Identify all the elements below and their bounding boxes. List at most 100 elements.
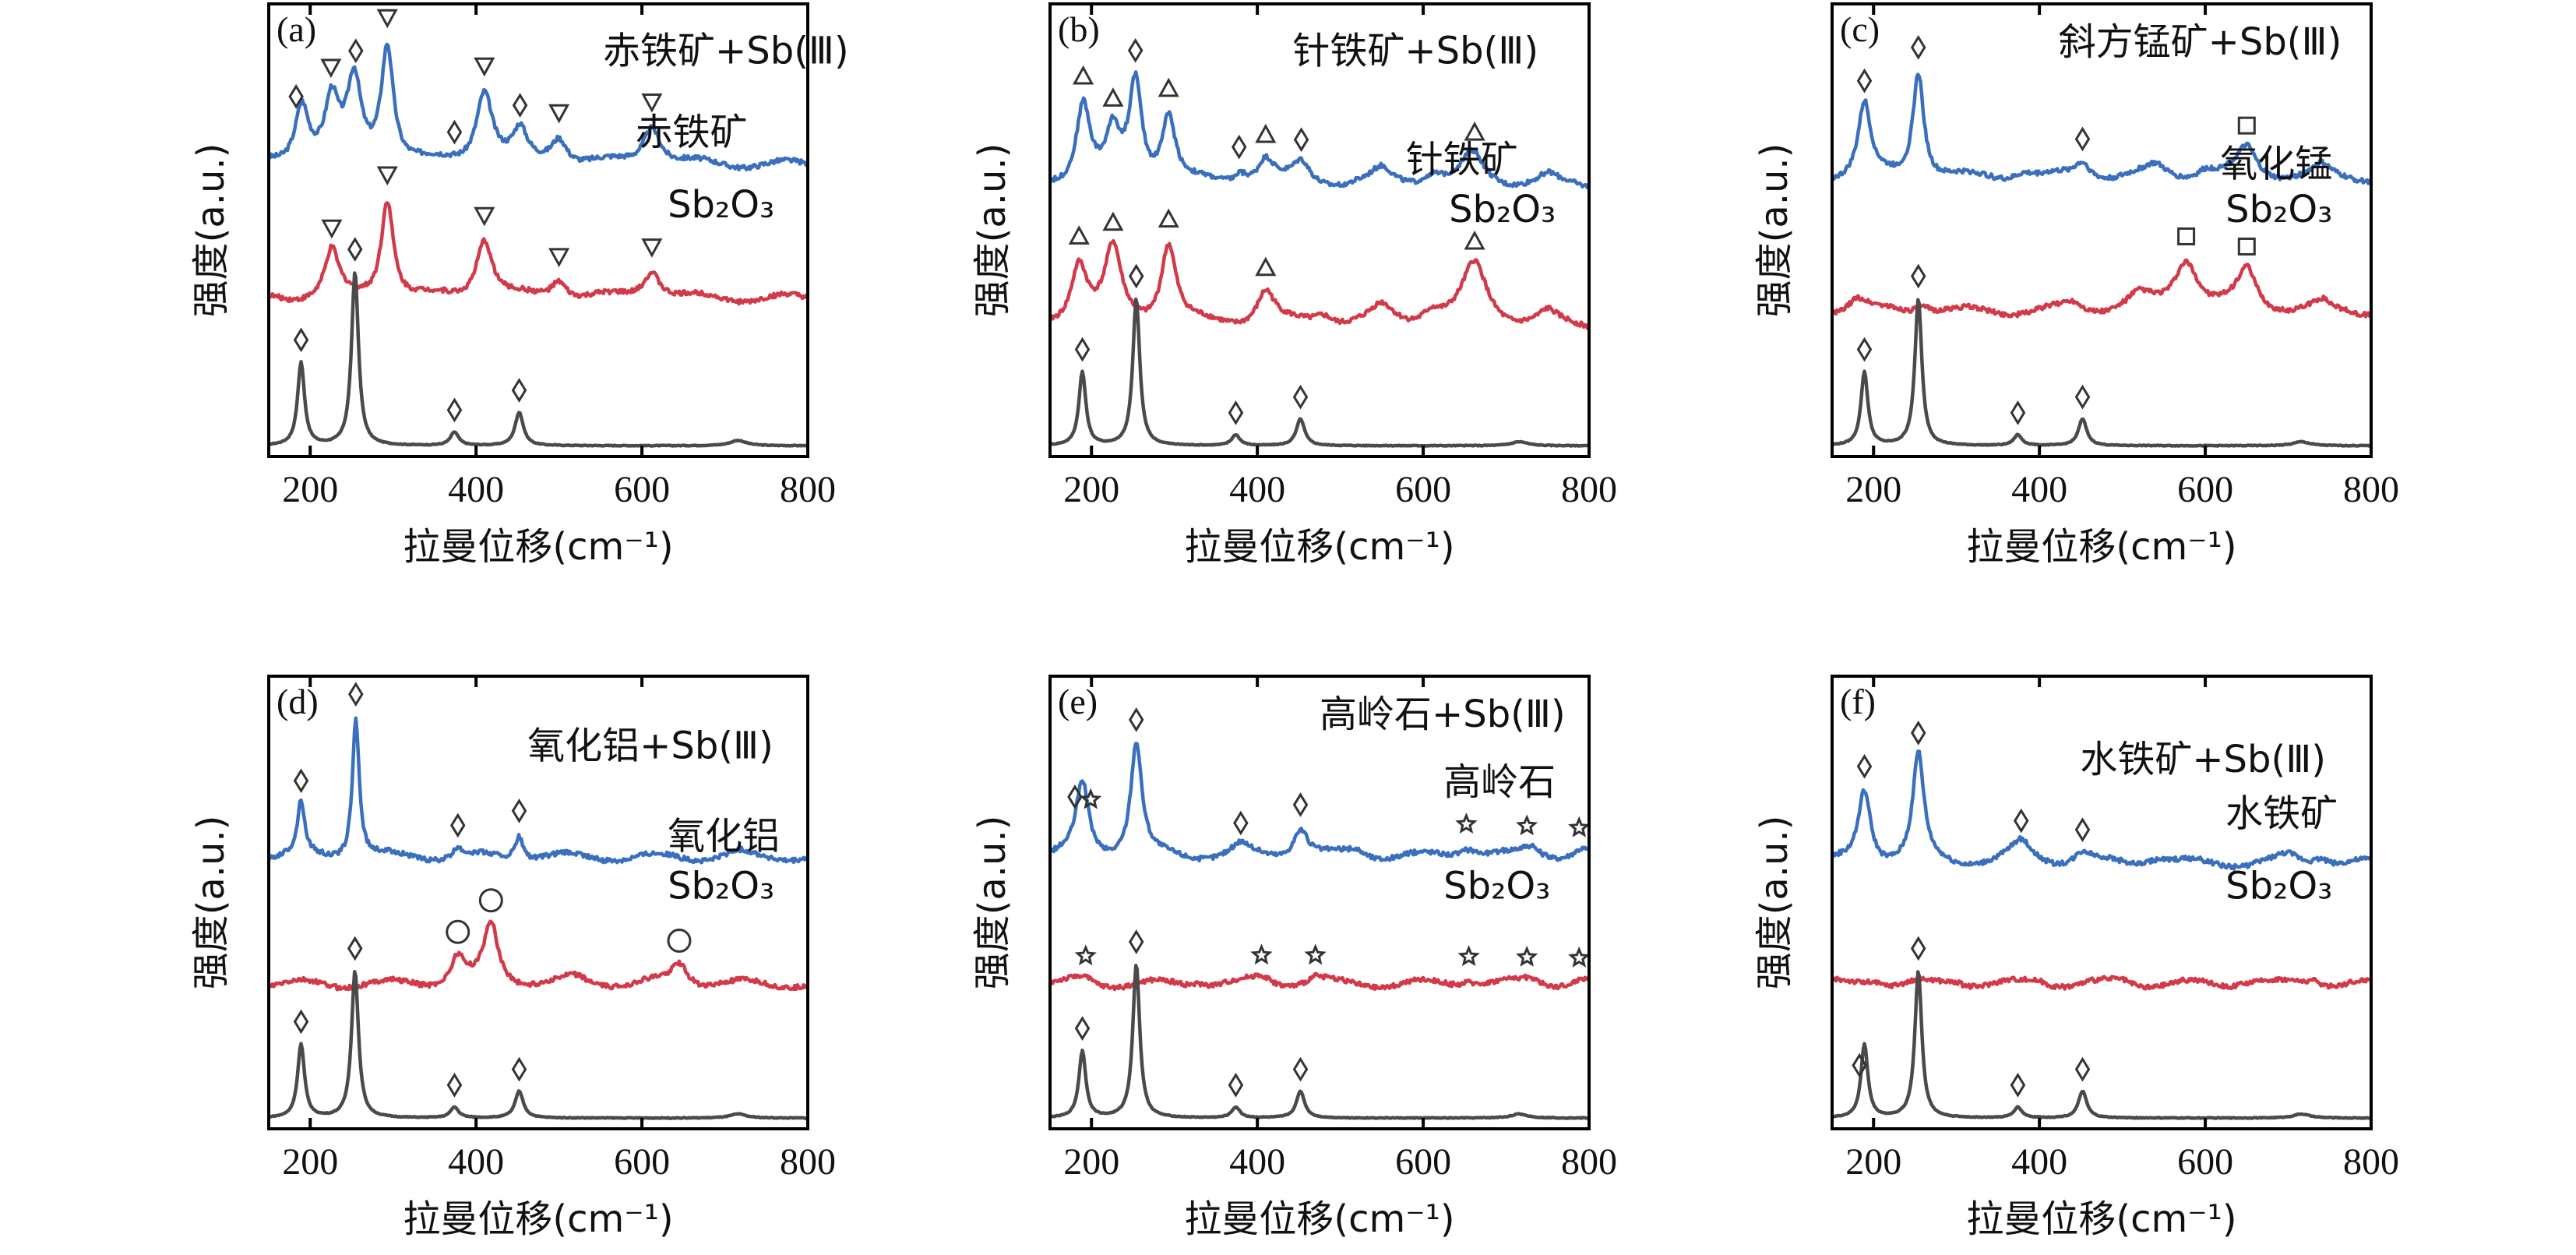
panel-label: (e) <box>1058 682 1098 721</box>
x-tick-label: 800 <box>1561 1141 1617 1183</box>
peak-marker-triangle-up <box>1464 230 1485 250</box>
peak-marker-triangle-down <box>376 9 398 29</box>
peak-marker-diamond <box>1852 1052 1867 1078</box>
peak-marker-diamond <box>1292 792 1309 817</box>
peak-marker-diamond <box>1127 37 1144 63</box>
peak-marker-triangle-down <box>376 166 398 186</box>
peak-marker-triangle-up <box>1158 77 1179 97</box>
peak-marker-star <box>1515 945 1538 967</box>
peak-marker-diamond <box>347 237 363 262</box>
x-tick-label: 800 <box>2343 469 2399 510</box>
peak-marker-diamond <box>1228 1073 1244 1098</box>
peak-marker-triangle-down <box>320 58 342 79</box>
series-label-e-1: 高岭石 <box>1443 760 1556 804</box>
series-line-d-1 <box>269 919 808 992</box>
peak-marker-diamond <box>293 1009 309 1035</box>
peak-marker-diamond <box>446 1073 463 1098</box>
peak-marker-diamond <box>511 378 527 403</box>
x-tick-label: 200 <box>1845 1141 1901 1183</box>
peak-marker-diamond <box>2074 1056 2091 1082</box>
peak-marker-star <box>1568 946 1591 968</box>
plot-frame <box>267 2 809 458</box>
x-tick-label: 600 <box>614 1141 670 1183</box>
peak-marker-diamond <box>1292 384 1309 410</box>
panel-label: (b) <box>1058 9 1100 49</box>
y-axis-label: 强度(a.u.) <box>189 816 233 990</box>
series-line-b-0 <box>1050 70 1589 190</box>
peak-marker-diamond <box>2074 126 2091 152</box>
x-tick-label: 600 <box>2177 1141 2233 1183</box>
x-tick-label: 600 <box>2177 469 2233 510</box>
x-axis-label: 拉曼位移(cm⁻¹) <box>1184 1197 1454 1241</box>
series-label-c-0: 斜方锰矿+Sb(Ⅲ) <box>2059 20 2342 64</box>
peak-marker-diamond <box>511 798 527 823</box>
peak-marker-diamond <box>2010 1073 2026 1098</box>
x-tick-label: 200 <box>1063 469 1119 510</box>
peak-marker-star <box>1455 813 1478 834</box>
peak-marker-diamond <box>1128 263 1144 289</box>
series-label-d-2: Sb₂O₃ <box>668 865 774 908</box>
series-line-a-2 <box>269 271 808 448</box>
peak-marker-diamond <box>2010 400 2026 425</box>
series-line-f-2 <box>1832 970 2371 1120</box>
peak-marker-triangle-down <box>548 248 570 268</box>
panel-f: 水铁矿+Sb(Ⅲ) 水铁矿 Sb₂O₃ 200 400 600 800 (f) 拉曼位移(cm⁻… <box>1753 675 2399 1241</box>
x-tick-label: 200 <box>1063 1141 1119 1183</box>
peak-marker-diamond <box>1910 720 1926 746</box>
y-axis-label: 强度(a.u.) <box>971 143 1014 318</box>
peak-marker-diamond <box>293 768 309 794</box>
x-tick-label: 400 <box>2011 1141 2067 1183</box>
peak-marker-star <box>1250 943 1273 965</box>
x-tick-label: 400 <box>448 469 504 510</box>
peak-marker-triangle-down <box>321 219 343 239</box>
peak-marker-diamond <box>1067 784 1083 809</box>
series-label-d-1: 氧化铝 <box>668 815 780 858</box>
x-tick-label: 400 <box>1229 1141 1285 1183</box>
series-label-f-0: 水铁矿+Sb(Ⅲ) <box>2080 738 2326 781</box>
plot-frame <box>1048 2 1591 458</box>
peak-marker-square <box>2237 237 2256 256</box>
peak-marker-diamond <box>1910 936 1926 961</box>
peak-marker-star <box>1079 788 1102 809</box>
peak-marker-diamond <box>446 397 463 423</box>
series-line-c-2 <box>1832 298 2371 448</box>
peak-marker-triangle-down <box>641 238 663 258</box>
peak-marker-diamond <box>1856 753 1873 779</box>
y-axis-label: 强度(a.u.) <box>1753 143 1796 318</box>
peak-marker-triangle-up <box>1158 208 1179 228</box>
series-label-d-0: 氧化铝+Sb(Ⅲ) <box>527 724 774 768</box>
x-tick-label: 200 <box>282 1141 338 1183</box>
panel-label: (c) <box>1840 9 1880 49</box>
series-label-a-0: 赤铁矿+Sb(Ⅲ) <box>603 29 849 72</box>
series-line-e-1 <box>1050 971 1589 992</box>
peak-marker-star <box>1074 944 1097 966</box>
peak-marker-triangle-up <box>1255 123 1277 143</box>
peak-marker-diamond <box>512 93 528 118</box>
peak-marker-triangle-down <box>474 57 495 77</box>
y-axis-label: 强度(a.u.) <box>189 143 233 318</box>
series-line-c-1 <box>1832 258 2371 319</box>
peak-marker-diamond <box>1074 337 1091 362</box>
peak-marker-square <box>2237 116 2256 135</box>
peak-marker-star <box>1516 814 1538 836</box>
x-tick-label: 800 <box>780 1141 836 1183</box>
series-line-a-1 <box>269 201 808 306</box>
series-label-c-2: Sb₂O₃ <box>2225 188 2332 231</box>
x-tick-label: 800 <box>1561 469 1617 510</box>
peak-marker-diamond <box>348 38 364 64</box>
panel-label: (a) <box>277 9 316 49</box>
series-label-a-2: Sb₂O₃ <box>668 183 774 227</box>
panel-e: 高岭石+Sb(Ⅲ) 高岭石 Sb₂O₃ 200 400 600 800 (e) 拉曼位移(cm⁻… <box>971 675 1617 1241</box>
x-axis-label: 拉曼位移(cm⁻¹) <box>403 525 673 569</box>
x-tick-label: 200 <box>1845 469 1901 510</box>
panel-label: (d) <box>277 682 319 721</box>
peak-marker-diamond <box>446 119 463 145</box>
panel-b: 针铁矿+Sb(Ⅲ) 针铁矿 Sb₂O₃ 200 400 600 800 (b) 拉曼位移(cm⁻… <box>971 2 1617 569</box>
peak-marker-triangle-down <box>548 104 570 124</box>
x-tick-label: 200 <box>282 469 338 510</box>
series-line-b-1 <box>1050 238 1589 330</box>
peak-marker-diamond <box>293 327 309 353</box>
series-line-c-0 <box>1832 72 2371 185</box>
